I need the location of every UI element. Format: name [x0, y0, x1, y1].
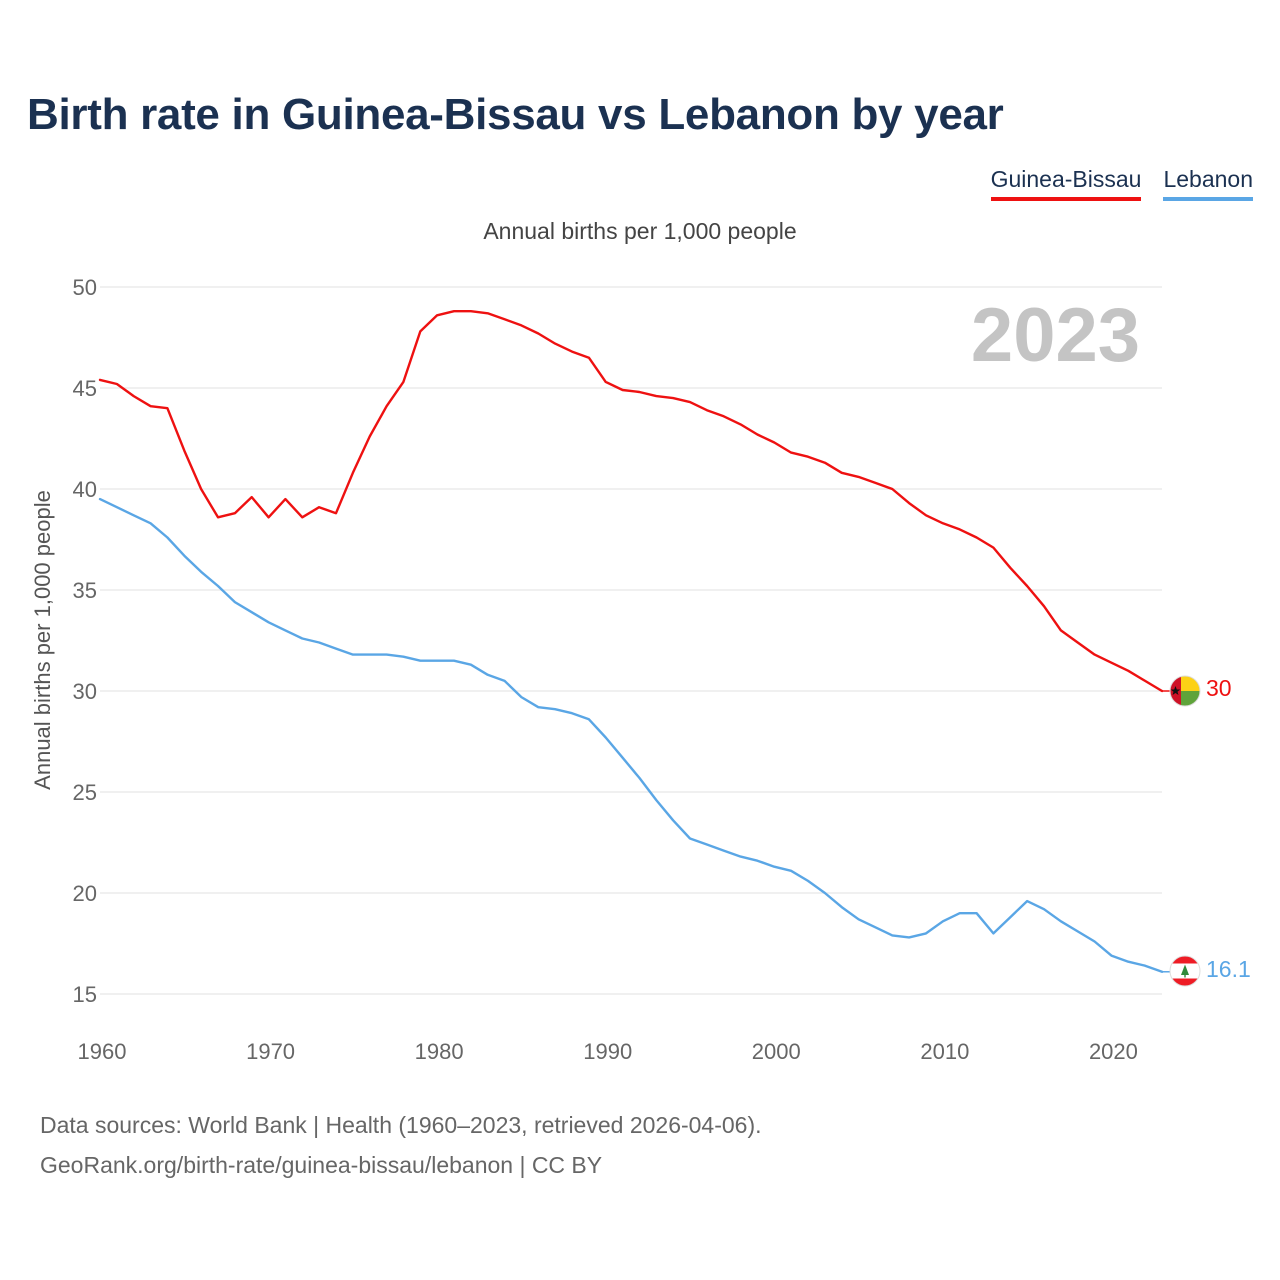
line-chart: 15 20 25 30 35 40 45 50 1960 1970 1980 1990 2000 201…: [30, 275, 1251, 1064]
guinea-bissau-end-value: 30: [1206, 675, 1232, 701]
source-link[interactable]: GeoRank.org/birth-rate/guinea-bissau/leb…: [40, 1152, 603, 1178]
y-tick-label: 35: [73, 578, 97, 603]
y-tick-label: 50: [73, 275, 97, 300]
x-tick-label: 2000: [752, 1039, 801, 1064]
series-lines: [98, 310, 1170, 973]
lebanon-flag-icon: [1169, 955, 1201, 987]
x-tick-label: 1970: [246, 1039, 295, 1064]
y-tick-label: 45: [73, 376, 97, 401]
y-axis-title: Annual births per 1,000 people: [30, 490, 55, 790]
lebanon-end-value: 16.1: [1206, 956, 1251, 982]
x-tick-label: 1990: [583, 1039, 632, 1064]
series-line-guinea-bissau[interactable]: [98, 310, 1164, 693]
chart-title: Birth rate in Guinea-Bissau vs Lebanon b…: [27, 90, 1004, 139]
y-tick-label: 40: [73, 477, 97, 502]
x-tick-label: 2010: [920, 1039, 969, 1064]
y-tick-label: 20: [73, 881, 97, 906]
x-tick-label: 1980: [415, 1039, 464, 1064]
guinea-bissau-flag-icon: [1169, 675, 1201, 707]
y-tick-label: 15: [73, 982, 97, 1007]
legend-item-lebanon[interactable]: Lebanon: [1163, 166, 1253, 201]
x-tick-label: 2020: [1089, 1039, 1138, 1064]
chart-subtitle: Annual births per 1,000 people: [483, 218, 797, 244]
grid-lines: [100, 286, 1162, 995]
footer: Data sources: World Bank | Health (1960–…: [40, 1105, 762, 1185]
legend: Guinea-Bissau Lebanon: [990, 166, 1253, 201]
year-watermark: 2023: [971, 293, 1140, 378]
x-tick-label: 1960: [78, 1039, 127, 1064]
end-markers: [1169, 675, 1201, 987]
x-axis-ticks: 1960 1970 1980 1990 2000 2010 2020: [78, 1039, 1138, 1064]
y-axis-ticks: 15 20 25 30 35 40 45 50: [73, 275, 97, 1007]
legend-item-guinea-bissau[interactable]: Guinea-Bissau: [990, 166, 1142, 201]
source-note: Data sources: World Bank | Health (1960–…: [40, 1112, 762, 1138]
y-tick-label: 25: [73, 780, 97, 805]
series-line-lebanon[interactable]: [98, 497, 1164, 973]
y-tick-label: 30: [73, 679, 97, 704]
